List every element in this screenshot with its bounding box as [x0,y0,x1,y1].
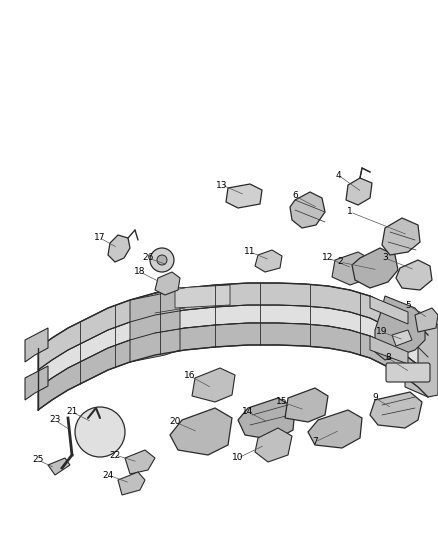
Text: 6: 6 [292,191,298,200]
Text: 3: 3 [382,254,388,262]
Polygon shape [382,218,420,255]
Polygon shape [25,328,48,362]
Polygon shape [38,323,428,410]
Polygon shape [370,336,408,364]
Polygon shape [308,410,362,448]
Polygon shape [285,388,328,422]
Polygon shape [38,305,428,388]
Text: 22: 22 [110,450,120,459]
Polygon shape [226,184,262,208]
Text: 20: 20 [170,417,181,426]
Polygon shape [415,308,438,332]
Text: 14: 14 [242,408,254,416]
Text: 21: 21 [66,408,78,416]
Text: 11: 11 [244,247,256,256]
Text: 4: 4 [335,171,341,180]
Polygon shape [125,450,155,474]
Polygon shape [238,398,295,440]
Polygon shape [255,250,282,272]
Polygon shape [130,288,180,362]
Circle shape [75,407,125,457]
Text: 1: 1 [347,207,353,216]
Polygon shape [170,408,232,455]
Text: 13: 13 [216,181,228,190]
Polygon shape [108,235,130,262]
Polygon shape [290,192,325,228]
Text: 10: 10 [232,454,244,463]
Polygon shape [155,272,180,295]
Polygon shape [346,178,372,205]
Circle shape [157,255,167,265]
Polygon shape [255,428,292,462]
Text: 26: 26 [142,254,154,262]
Text: 16: 16 [184,372,196,381]
Polygon shape [370,296,408,324]
Polygon shape [38,283,428,370]
Polygon shape [375,296,425,360]
Text: 18: 18 [134,268,146,277]
Text: 17: 17 [94,233,106,243]
Polygon shape [175,285,230,308]
Polygon shape [396,260,432,290]
Polygon shape [332,252,372,285]
Text: 15: 15 [276,398,288,407]
Polygon shape [405,305,438,397]
Text: 25: 25 [32,456,44,464]
Polygon shape [25,366,48,400]
Text: 23: 23 [49,416,61,424]
Text: 9: 9 [372,393,378,402]
Circle shape [150,248,174,272]
Text: 24: 24 [102,471,113,480]
Text: 19: 19 [376,327,388,336]
Polygon shape [370,392,422,428]
Text: 5: 5 [405,301,411,310]
Text: 2: 2 [337,257,343,266]
Text: 7: 7 [312,438,318,447]
FancyBboxPatch shape [386,363,430,382]
Text: 12: 12 [322,254,334,262]
Polygon shape [392,330,412,346]
Polygon shape [352,248,398,288]
Polygon shape [192,368,235,402]
Polygon shape [48,458,70,475]
Polygon shape [118,472,145,495]
Text: 8: 8 [385,353,391,362]
